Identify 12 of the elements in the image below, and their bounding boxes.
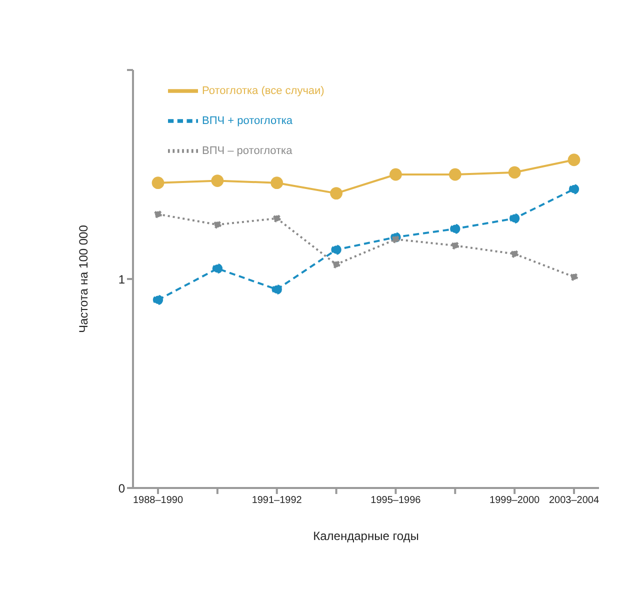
x-tick-label: 1988–1990 xyxy=(132,495,184,506)
legend-label: ВПЧ – ротоглотка xyxy=(202,144,292,157)
x-tick-label: 1999–2000 xyxy=(490,495,540,506)
legend-label: Ротоглотка (все случаи) xyxy=(202,84,324,97)
y-tick-label: 1 xyxy=(118,272,126,286)
x-axis-title: Календарные годы xyxy=(313,529,419,543)
x-tick-label: 1991–1992 xyxy=(252,495,302,506)
x-tick-label: 2003–2004 xyxy=(548,495,600,506)
y-tick-label: 0 xyxy=(118,481,126,496)
x-tick-label: 1995–1996 xyxy=(370,495,422,506)
y-axis-title: Частота на 100 000 xyxy=(76,224,90,333)
legend-label: ВПЧ + ротоглотка xyxy=(202,114,293,127)
